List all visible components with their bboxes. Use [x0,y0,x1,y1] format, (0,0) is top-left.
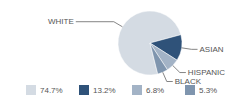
html-text:5.3%: 5.3% [199,85,218,95]
svg-text:BLACK: BLACK [175,77,202,84]
svg-text:ASIAN: ASIAN [200,45,224,54]
svg-text:HISPANIC: HISPANIC [188,68,225,77]
html-text:6.8%: 6.8% [146,85,165,95]
html-text:74.7%: 74.7% [40,85,63,95]
html-text:13.2%: 13.2% [93,85,116,95]
svg-text:WHITE: WHITE [48,17,74,26]
